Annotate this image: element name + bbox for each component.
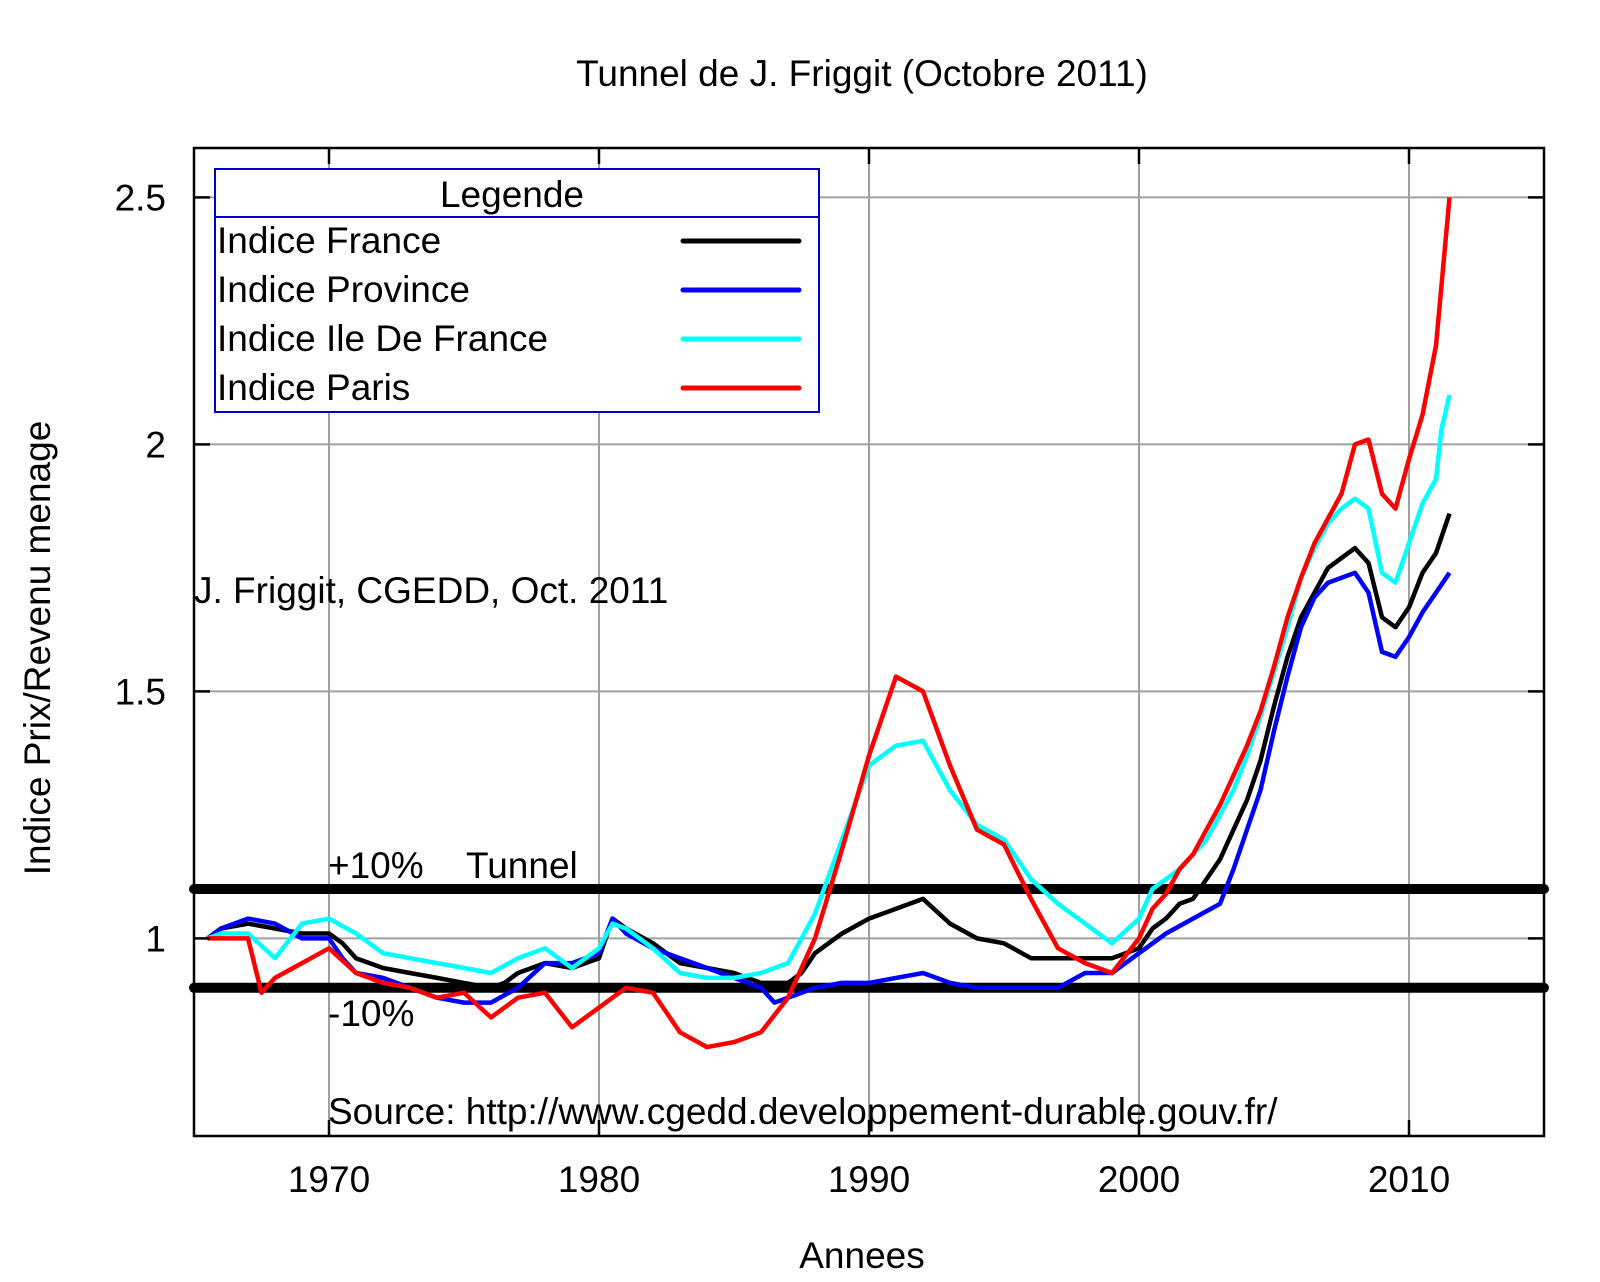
legend-entries: Indice France Indice Province Indice Ile D… bbox=[217, 220, 802, 408]
x-tick-label: 1970 bbox=[288, 1159, 370, 1200]
y-tick-label: 2 bbox=[145, 424, 166, 465]
tunnel-reference-lines bbox=[189, 884, 1549, 993]
y-tick-label: 2.5 bbox=[115, 177, 166, 218]
lower-bound-label: -10% bbox=[328, 993, 414, 1034]
series-line-indice-paris bbox=[207, 197, 1452, 1050]
legend-title: Legende bbox=[440, 174, 584, 215]
series-lines bbox=[206, 197, 1452, 1050]
y-axis-label: Indice Prix/Revenu menage bbox=[17, 421, 58, 876]
x-tick-label: 1980 bbox=[558, 1159, 640, 1200]
y-tick-label: 1.5 bbox=[115, 671, 166, 712]
series-line-indice-france bbox=[206, 512, 1452, 991]
chart-title: Tunnel de J. Friggit (Octobre 2011) bbox=[576, 53, 1148, 94]
axis-tick-labels: 1970 1980 1990 2000 2010 1 1.5 2 2.5 bbox=[115, 177, 1451, 1200]
tunnel-label: Tunnel bbox=[466, 845, 578, 886]
axis-ticks bbox=[194, 148, 1544, 1136]
legend-entry-label: Indice France bbox=[217, 220, 441, 261]
legend-entry-label: Indice Paris bbox=[217, 367, 410, 408]
legend-entry-label: Indice Ile De France bbox=[217, 318, 548, 359]
x-axis-label: Annees bbox=[799, 1235, 925, 1276]
x-tick-label: 1990 bbox=[828, 1159, 910, 1200]
author-annotation: J. Friggit, CGEDD, Oct. 2011 bbox=[194, 570, 668, 611]
source-annotation: Source: http://www.cgedd.developpement-d… bbox=[328, 1091, 1278, 1132]
upper-bound-label: +10% bbox=[328, 845, 424, 886]
legend-entry-label: Indice Province bbox=[217, 269, 470, 310]
y-tick-label: 1 bbox=[145, 918, 166, 959]
x-tick-label: 2000 bbox=[1098, 1159, 1180, 1200]
x-tick-label: 2010 bbox=[1368, 1159, 1450, 1200]
